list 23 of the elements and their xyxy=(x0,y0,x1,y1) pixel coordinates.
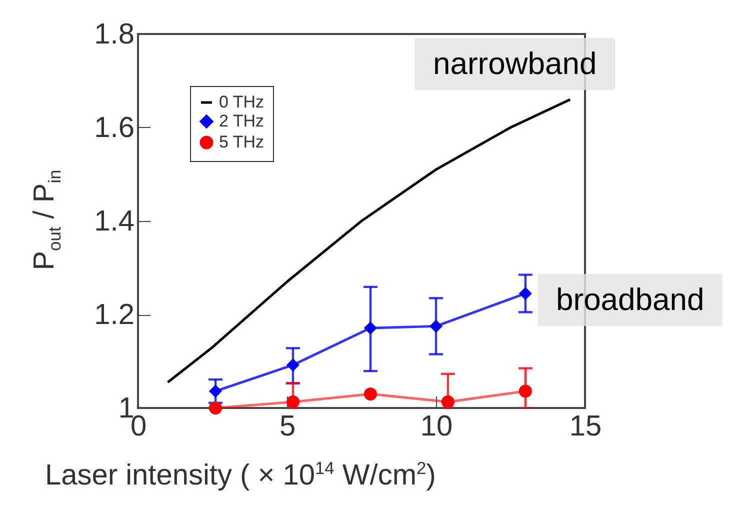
y-tick-label: 1.8 xyxy=(94,18,134,50)
point xyxy=(208,401,222,415)
point xyxy=(364,387,377,400)
legend-label: 5 THz xyxy=(219,132,264,152)
point xyxy=(518,286,532,300)
x-axis-title: Laser intensity ( × 10$^{14}$ W/cm$^{2}$) xyxy=(45,458,436,493)
x-tick-label: 5 xyxy=(279,410,296,442)
legend-label: 0 THz xyxy=(219,92,264,112)
x-tick-label: 10 xyxy=(420,410,453,442)
annotation: narrowband xyxy=(415,38,615,90)
x-tick-label: 15 xyxy=(569,410,602,442)
point xyxy=(208,384,222,398)
y-tick-label: 1.2 xyxy=(94,299,134,331)
point xyxy=(286,358,300,372)
point xyxy=(364,322,377,335)
point xyxy=(518,384,532,398)
y-tick-label: 1.4 xyxy=(94,206,134,238)
legend-label: 2 THz xyxy=(219,112,264,130)
point xyxy=(286,395,300,408)
point xyxy=(429,320,443,333)
y-tick-label: 1.6 xyxy=(94,112,134,144)
annotation: broadband xyxy=(538,274,722,326)
point xyxy=(441,395,454,408)
